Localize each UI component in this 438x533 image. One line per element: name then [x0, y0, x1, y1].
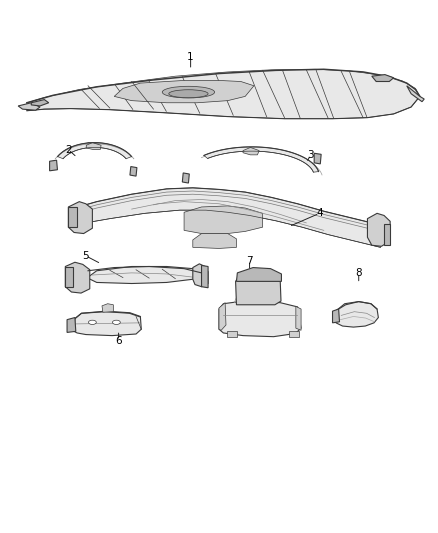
Polygon shape	[65, 262, 90, 293]
Polygon shape	[219, 303, 226, 330]
Polygon shape	[193, 233, 237, 248]
Polygon shape	[237, 268, 282, 281]
Polygon shape	[372, 75, 394, 82]
Polygon shape	[193, 264, 208, 287]
Polygon shape	[384, 224, 390, 245]
Polygon shape	[227, 332, 237, 337]
Polygon shape	[71, 188, 381, 247]
Polygon shape	[58, 143, 131, 159]
Polygon shape	[367, 213, 390, 246]
Polygon shape	[204, 147, 318, 172]
Polygon shape	[296, 306, 301, 330]
Polygon shape	[201, 265, 208, 288]
Text: 4: 4	[316, 208, 323, 219]
Polygon shape	[336, 302, 378, 327]
Text: 7: 7	[246, 256, 253, 266]
Ellipse shape	[113, 320, 120, 325]
Ellipse shape	[169, 90, 208, 98]
Polygon shape	[236, 272, 281, 305]
Polygon shape	[31, 100, 49, 106]
Polygon shape	[219, 301, 301, 337]
Polygon shape	[184, 206, 263, 233]
Polygon shape	[86, 143, 101, 150]
Polygon shape	[74, 312, 141, 336]
Polygon shape	[182, 173, 189, 183]
Polygon shape	[243, 148, 259, 155]
Polygon shape	[18, 103, 40, 110]
Text: 8: 8	[355, 268, 362, 278]
Polygon shape	[68, 207, 77, 227]
Polygon shape	[114, 80, 254, 103]
Polygon shape	[289, 332, 299, 337]
Polygon shape	[407, 86, 424, 102]
Text: 6: 6	[115, 336, 122, 346]
Text: 2: 2	[65, 144, 72, 155]
Polygon shape	[88, 266, 201, 284]
Polygon shape	[65, 266, 73, 287]
Ellipse shape	[88, 320, 96, 325]
Polygon shape	[102, 304, 113, 312]
Ellipse shape	[162, 86, 215, 98]
Text: 1: 1	[187, 52, 194, 61]
Text: 3: 3	[307, 150, 314, 160]
Polygon shape	[68, 201, 92, 233]
Text: 5: 5	[82, 251, 89, 261]
Polygon shape	[49, 160, 57, 171]
Polygon shape	[130, 166, 137, 176]
Polygon shape	[27, 69, 420, 119]
Polygon shape	[67, 318, 76, 333]
Polygon shape	[332, 309, 339, 323]
Polygon shape	[314, 154, 321, 164]
